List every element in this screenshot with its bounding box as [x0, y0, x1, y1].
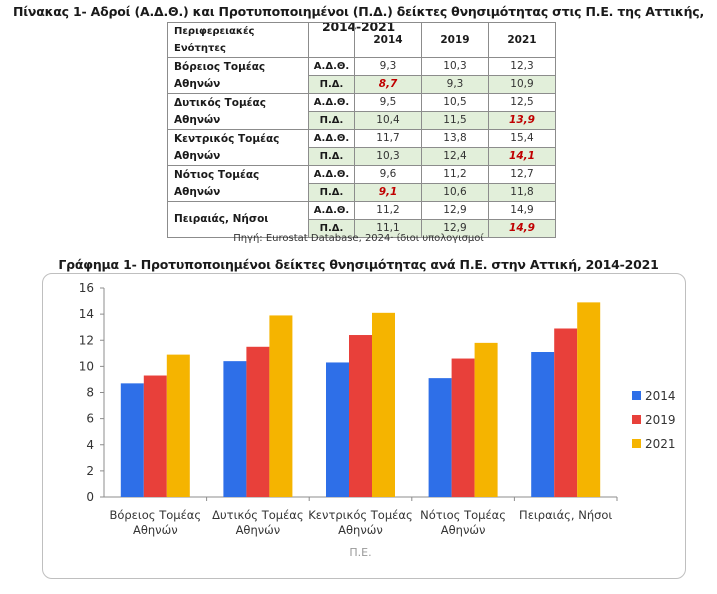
rate-value-cell: 10,3	[354, 147, 422, 166]
bar-2021-1	[166, 354, 190, 497]
year-header-2021: 2021	[488, 22, 556, 58]
table-row: Νότιος Τομέας Αθηνών Α.Δ.Θ. 9,6 11,2 12,7	[167, 165, 556, 202]
source-note: Πηγή: Eurostat Database, 2024· ίδιοι υπο…	[233, 233, 484, 244]
rate-value-cell: 12,5	[488, 93, 556, 112]
table-row: Π.Δ. 8,7 9,3 10,9	[168, 75, 556, 94]
bar-2019-2	[246, 346, 270, 497]
table-row: Βόρειος Τομέας Αθηνών Α.Δ.Θ. 9,3 10,3 12,3	[167, 57, 556, 94]
rate-value-cell: 9,5	[354, 93, 422, 112]
standardized-rate-label: Π.Δ.	[308, 219, 355, 238]
region-name-cell: Κεντρικός Τομέας Αθηνών	[167, 129, 309, 166]
legend-label: 2019	[645, 413, 676, 427]
x-category-label: Πειραιάς, Νήσοι	[519, 508, 612, 522]
table-row: Πειραιάς, Νήσοι Α.Δ.Θ. 11,2 12,9 14,9	[167, 201, 556, 238]
x-category-label: Αθηνών	[133, 523, 178, 537]
legend-swatch-2014	[632, 391, 641, 400]
bar-2014-5	[531, 352, 555, 497]
x-category-label: Δυτικός Τομέας	[212, 508, 303, 522]
region-name-cell: Βόρειος Τομέας Αθηνών	[167, 57, 309, 94]
table-row: Δυτικός Τομέας Αθηνών Α.Δ.Θ. 9,5 10,5 12,5	[167, 93, 556, 130]
bar-2014-3	[326, 362, 349, 497]
year-header-2019: 2019	[421, 22, 489, 58]
table-row: Π.Δ. 10,4 11,5 13,9	[168, 111, 556, 130]
region-name-cell: Δυτικός Τομέας Αθηνών	[167, 93, 309, 130]
bar-2019-3	[349, 335, 372, 497]
bar-2019-5	[554, 328, 578, 497]
bar-2021-4	[474, 342, 498, 497]
x-category-label: Αθηνών	[441, 523, 486, 537]
rate-value-cell: 15,4	[488, 129, 556, 148]
bar-2014-2	[223, 361, 247, 497]
x-axis-title: Π.Ε.	[349, 546, 371, 559]
rate-value-cell: 12,4	[421, 147, 489, 166]
y-tick-label: 6	[86, 412, 94, 426]
bar-2014-1	[120, 383, 144, 497]
y-tick-label: 0	[86, 490, 94, 504]
rate-value-cell: 11,2	[421, 165, 489, 184]
y-tick-label: 8	[86, 386, 94, 400]
bar-2021-5	[577, 302, 601, 497]
x-category-label: Αθηνών	[236, 523, 281, 537]
standardized-rate-label: Π.Δ.	[308, 75, 355, 94]
table-header-row: Περιφερειακές Ενότητες 2014 2019 2021	[167, 22, 556, 58]
region-name-cell: Πειραιάς, Νήσοι	[167, 201, 309, 238]
y-tick-label: 16	[79, 281, 94, 295]
rate-value-cell: 10,6	[421, 183, 489, 202]
rate-value-cell: 11,1	[354, 219, 422, 238]
rate-value-cell: 14,1	[488, 147, 556, 166]
legend-label: 2014	[645, 389, 676, 403]
table-row: Π.Δ. 11,1 12,9 14,9	[168, 219, 556, 238]
y-tick-label: 2	[86, 464, 94, 478]
x-category-label: Αθηνών	[338, 523, 383, 537]
region-column-header: Περιφερειακές Ενότητες	[167, 22, 309, 58]
bar-2014-4	[428, 378, 452, 497]
standardized-rate-label: Π.Δ.	[308, 111, 355, 130]
rate-value-cell: 12,9	[421, 219, 489, 238]
rate-value-cell: 10,9	[488, 75, 556, 94]
table-row: Π.Δ. 9,1 10,6 11,8	[168, 183, 556, 202]
x-category-label: Βόρειος Τομέας	[109, 508, 201, 522]
table-row: Κεντρικός Τομέας Αθηνών Α.Δ.Θ. 11,7 13,8 15,…	[167, 129, 556, 166]
rate-value-cell: 9,1	[354, 183, 422, 202]
y-tick-label: 14	[79, 307, 94, 321]
y-tick-label: 4	[86, 438, 94, 452]
table-row: Π.Δ. 10,3 12,4 14,1	[168, 147, 556, 166]
region-name-cell: Νότιος Τομέας Αθηνών	[167, 165, 309, 202]
rate-value-cell: 9,3	[354, 57, 422, 76]
bar-2019-1	[143, 375, 167, 497]
chart-title: Γράφημα 1- Προτυποποιημένοι δείκτες θνησ…	[58, 257, 659, 272]
rate-value-cell: 14,9	[488, 219, 556, 238]
bar-2019-4	[451, 358, 475, 497]
bar-2021-3	[372, 312, 395, 497]
legend-swatch-2019	[632, 415, 641, 424]
x-category-label: Νότιος Τομέας	[420, 508, 506, 522]
empty-header-cell	[308, 22, 355, 58]
y-tick-label: 10	[79, 359, 94, 373]
legend-label: 2021	[645, 437, 676, 451]
legend-swatch-2021	[632, 439, 641, 448]
standardized-rate-label: Π.Δ.	[308, 147, 355, 166]
bar-2021-2	[269, 315, 293, 497]
mortality-table: Περιφερειακές Ενότητες 2014 2019 2021 Βό…	[167, 22, 556, 238]
y-tick-label: 12	[79, 333, 94, 347]
rate-value-cell: 9,3	[421, 75, 489, 94]
rate-value-cell: 11,2	[354, 201, 422, 220]
rate-value-cell: 11,8	[488, 183, 556, 202]
x-category-label: Κεντρικός Τομέας	[308, 508, 412, 522]
rate-value-cell: 13,9	[488, 111, 556, 130]
